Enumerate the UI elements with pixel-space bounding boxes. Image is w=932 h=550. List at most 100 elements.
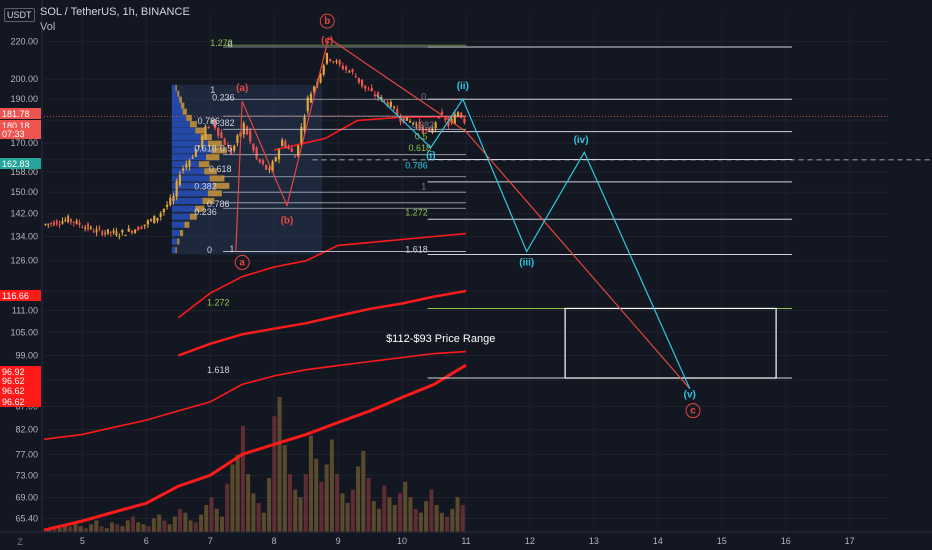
candle-body (156, 217, 159, 221)
price-tag-label: 96.62 (2, 386, 25, 396)
price-tag-label: 96.92 (2, 367, 25, 377)
candle-body (354, 76, 357, 78)
candle-body (434, 122, 437, 129)
y-tick-label: 77.00 (15, 449, 38, 459)
volume-bar (434, 505, 439, 532)
volume-bar (424, 501, 429, 532)
currency-badge[interactable]: USDT (4, 8, 35, 22)
candle-body (313, 86, 316, 92)
volume-bar (413, 508, 418, 532)
lower-band-line (43, 363, 467, 532)
volume-profile-bar (171, 190, 208, 197)
y-tick-label: 190.00 (10, 94, 38, 104)
candle-body (172, 196, 175, 202)
candle-body (348, 71, 351, 73)
candle-body (130, 230, 134, 233)
price-tag-label: 162.83 (2, 159, 30, 169)
wave-label: (c) (321, 35, 333, 46)
candle-body (210, 120, 213, 123)
volume-bar (288, 474, 293, 532)
y-tick-label: 170.00 (10, 138, 38, 148)
volume-bar (450, 508, 455, 532)
volume-profile-bar (179, 230, 184, 237)
volume-profile-bar (171, 121, 190, 128)
volume-bar (225, 483, 230, 532)
volume-bar (366, 478, 371, 532)
volume-bar (68, 526, 73, 532)
symbol-title[interactable]: SOL / TetherUS, 1h, BINANCE (40, 6, 190, 18)
wave-label: (b) (281, 216, 294, 227)
volume-bar (219, 516, 224, 532)
volume-bar (345, 503, 350, 532)
candle-body (274, 157, 277, 162)
volume-bar (382, 485, 387, 532)
candle-body (325, 53, 329, 64)
candle-body (87, 223, 89, 230)
volume-bar (235, 454, 240, 532)
moving-average-line (177, 232, 467, 319)
volume-bar (204, 505, 209, 532)
fib-label: 0.382 (412, 120, 435, 130)
wave-label: (ii) (457, 81, 469, 92)
tradingview-logo-icon[interactable]: Z (17, 537, 23, 547)
candle-body (306, 97, 309, 112)
y-tick-label: 158.00 (10, 167, 38, 177)
wave-label: (i) (426, 150, 435, 161)
fib-label: 0 (228, 40, 233, 50)
volume-bar (104, 528, 109, 532)
volume-bar (403, 481, 408, 532)
volume-profile-bar (206, 154, 220, 161)
price-tag (0, 366, 41, 377)
volume-bar (125, 520, 130, 532)
candle-body (450, 118, 453, 123)
wave-label-circle (319, 13, 335, 29)
candle-body (159, 213, 162, 217)
candle-body (223, 139, 226, 145)
x-tick-label: 9 (336, 536, 341, 546)
candle-body (431, 128, 434, 133)
candle-body (121, 230, 124, 233)
x-tick-label: 7 (208, 536, 213, 546)
candle-body (309, 93, 313, 103)
volume-bar (335, 474, 340, 532)
candle-body (338, 60, 341, 65)
candle-body (437, 117, 440, 119)
volume-label[interactable]: Vol (40, 21, 56, 33)
fib-label: 0.786 (405, 161, 428, 171)
candle-body (399, 116, 402, 122)
candle-body (456, 112, 460, 117)
y-tick-label: 134.00 (10, 232, 38, 242)
upper-band-line (177, 289, 467, 357)
volume-bar (387, 497, 392, 532)
volume-bar (298, 497, 303, 532)
x-tick-label: 14 (653, 536, 663, 546)
candle-body (191, 157, 194, 159)
volume-profile-bar (171, 96, 180, 103)
volume-profile-bar (184, 221, 190, 228)
candle-body (361, 79, 364, 87)
volume-bar (120, 526, 125, 532)
candle-body (175, 181, 178, 198)
volume-bar (110, 522, 115, 532)
candle-body (162, 208, 165, 213)
volume-bar (408, 497, 413, 532)
price-tag (0, 120, 41, 131)
chart-legend: SOL / TetherUS, 1h, BINANCE Vol (40, 6, 196, 33)
candle-body (463, 118, 466, 123)
candle-body (81, 226, 84, 228)
volume-profile-bar (171, 114, 187, 121)
fib-label: 1.272 (210, 38, 233, 48)
candle-body (143, 224, 146, 227)
wave-label: a (239, 257, 245, 268)
candle-body (460, 112, 463, 118)
volume-bar (340, 493, 345, 532)
candle-body (412, 122, 415, 124)
candle-body (137, 226, 140, 231)
candle-body (380, 97, 383, 100)
candle-body (89, 227, 92, 229)
candle-body (226, 145, 229, 147)
wave-label: (v) (684, 389, 696, 400)
moving-average-line (43, 350, 467, 441)
price-tag-label: 96.62 (2, 397, 25, 407)
